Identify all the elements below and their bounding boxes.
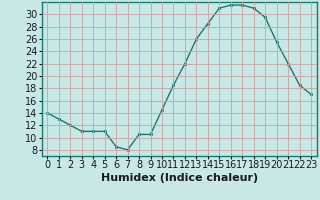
X-axis label: Humidex (Indice chaleur): Humidex (Indice chaleur): [100, 173, 258, 183]
